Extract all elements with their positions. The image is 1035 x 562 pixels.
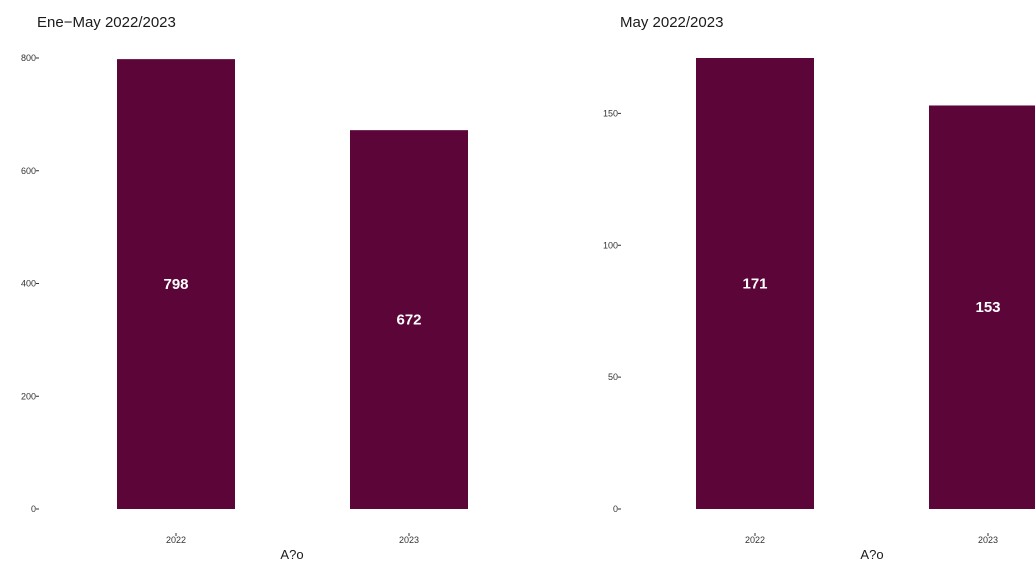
left-bar-value-label-2023: 672 xyxy=(396,312,421,329)
left-y-tick-label-3: 600 xyxy=(21,166,36,176)
right-chart-title: May 2022/2023 xyxy=(620,14,723,31)
left-y-tick-label-2: 400 xyxy=(21,279,36,289)
right-y-tick-label-3: 150 xyxy=(603,108,618,118)
left-y-tick-label-4: 800 xyxy=(21,53,36,63)
left-x-tick-label-1: 2023 xyxy=(399,535,419,545)
left-chart-x-axis-label: A?o xyxy=(280,547,303,562)
left-chart-title: Ene−May 2022/2023 xyxy=(37,14,176,31)
left-x-tick-label-0: 2022 xyxy=(166,535,186,545)
right-bar-2023 xyxy=(929,105,1035,509)
left-bar-value-label-2022: 798 xyxy=(163,276,188,293)
right-bar-value-label-2022: 171 xyxy=(742,276,767,293)
right-x-tick-label-0: 2022 xyxy=(745,535,765,545)
left-bar-2022 xyxy=(117,59,235,509)
right-y-tick-label-1: 50 xyxy=(608,372,618,382)
left-y-tick-label-0: 0 xyxy=(31,504,36,514)
right-bar-chart: May 2022/2023 A?o 0 50 100 150 171 2022 153 202… xyxy=(603,14,1035,562)
left-bar-2023 xyxy=(350,130,468,509)
right-bar-value-label-2023: 153 xyxy=(975,299,1000,316)
left-y-tick-label-1: 200 xyxy=(21,391,36,401)
right-y-tick-label-2: 100 xyxy=(603,240,618,250)
right-chart-x-axis-label: A?o xyxy=(860,547,883,562)
left-bar-chart: Ene−May 2022/2023 A?o 0 200 400 600 800 798 20… xyxy=(21,14,468,562)
right-bar-2022 xyxy=(696,58,814,509)
right-x-tick-label-1: 2023 xyxy=(978,535,998,545)
right-y-tick-label-0: 0 xyxy=(613,504,618,514)
